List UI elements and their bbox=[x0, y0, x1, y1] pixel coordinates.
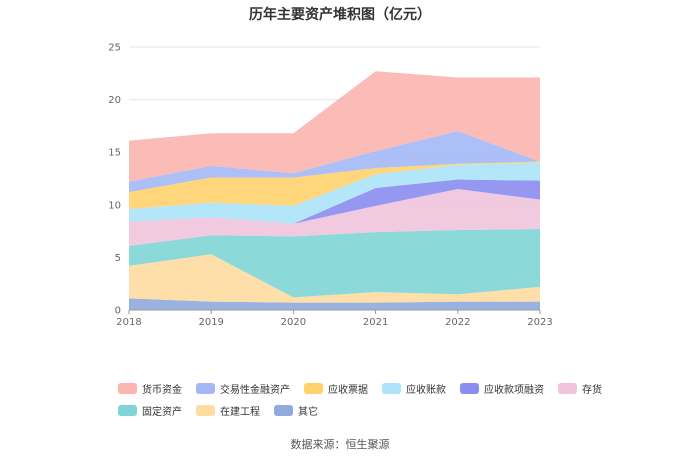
y-tick-label: 10 bbox=[108, 200, 121, 211]
area-交易性金融资产 bbox=[129, 131, 540, 193]
area-存货 bbox=[129, 189, 540, 246]
legend-swatch bbox=[274, 404, 293, 416]
legend-swatch bbox=[460, 382, 479, 394]
legend-row: 固定资产 在建工程 其它 bbox=[118, 399, 578, 421]
chart-title: 历年主要资产堆积图（亿元） bbox=[249, 7, 431, 23]
legend-item[interactable]: 货币资金 bbox=[118, 381, 182, 396]
legend-label: 交易性金融资产 bbox=[220, 384, 290, 396]
y-tick-label: 15 bbox=[108, 148, 121, 159]
legend-swatch bbox=[118, 382, 137, 394]
y-tick-label: 20 bbox=[108, 95, 121, 106]
axes: 0 5 10 15 20 25 2018 2019 2020 2021 2022 2023 bbox=[108, 43, 552, 329]
legend-label: 应收账款 bbox=[406, 384, 446, 396]
area-应收票据 bbox=[129, 161, 540, 210]
area-series bbox=[129, 71, 540, 310]
area-在建工程 bbox=[129, 254, 540, 303]
x-tick-label: 2023 bbox=[527, 317, 552, 328]
x-tick-label: 2020 bbox=[281, 317, 306, 328]
legend-label: 在建工程 bbox=[220, 406, 260, 418]
y-tick-label: 25 bbox=[108, 43, 121, 54]
legend-swatch bbox=[558, 382, 577, 394]
legend-swatch bbox=[196, 382, 215, 394]
x-tick-label: 2021 bbox=[363, 317, 388, 328]
x-tick-label: 2019 bbox=[198, 317, 223, 328]
area-其它 bbox=[129, 298, 540, 310]
legend-row: 货币资金 交易性金融资产 应收票据 应收账款 应收款项融资 存货 bbox=[118, 377, 602, 399]
legend: 货币资金 交易性金融资产 应收票据 应收账款 应收款项融资 存货 固定资产 在建工程 其它 bbox=[118, 377, 602, 421]
data-source: 数据来源：恒生聚源 bbox=[290, 438, 390, 451]
legend-item[interactable]: 应收账款 bbox=[382, 381, 446, 396]
legend-swatch bbox=[196, 404, 215, 416]
area-应收账款 bbox=[129, 162, 540, 224]
legend-swatch bbox=[304, 382, 323, 394]
legend-label: 存货 bbox=[582, 384, 602, 396]
area-货币资金 bbox=[129, 71, 540, 182]
legend-item[interactable]: 存货 bbox=[558, 381, 602, 396]
legend-label: 其它 bbox=[298, 406, 318, 418]
area-应收款项融资 bbox=[129, 179, 540, 224]
legend-item[interactable]: 在建工程 bbox=[196, 403, 260, 418]
legend-label: 应收票据 bbox=[328, 384, 368, 396]
area-固定资产 bbox=[129, 228, 540, 298]
x-tick-label: 2018 bbox=[116, 317, 141, 328]
legend-label: 货币资金 bbox=[142, 384, 182, 396]
y-tick-label: 0 bbox=[115, 306, 121, 317]
y-tick-label: 5 bbox=[115, 253, 121, 264]
legend-label: 固定资产 bbox=[142, 406, 182, 418]
legend-item[interactable]: 应收款项融资 bbox=[460, 381, 544, 396]
legend-item[interactable]: 其它 bbox=[274, 403, 318, 418]
legend-label: 应收款项融资 bbox=[484, 384, 544, 396]
legend-swatch bbox=[118, 404, 137, 416]
legend-item[interactable]: 交易性金融资产 bbox=[196, 381, 290, 396]
legend-swatch bbox=[382, 382, 401, 394]
legend-item[interactable]: 应收票据 bbox=[304, 381, 368, 396]
legend-item[interactable]: 固定资产 bbox=[118, 403, 182, 418]
x-tick-label: 2022 bbox=[445, 317, 470, 328]
